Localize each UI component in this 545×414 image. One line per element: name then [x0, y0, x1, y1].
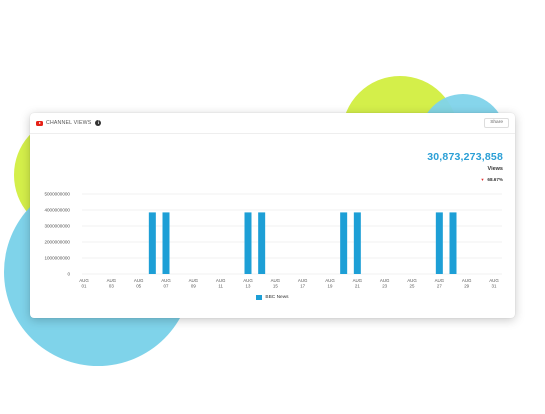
x-tick-label-month: AUG — [161, 278, 171, 283]
x-tick-label-month: AUG — [243, 278, 253, 283]
chart-bar — [162, 212, 170, 274]
x-tick-label-month: AUG — [380, 278, 390, 283]
chart-bar — [244, 212, 252, 274]
info-icon[interactable]: i — [95, 120, 102, 126]
card-title: CHANNEL VIEWS — [46, 120, 92, 126]
down-arrow-icon: ▼ — [480, 177, 485, 182]
x-tick-label-month: AUG — [462, 278, 472, 283]
x-tick-label-day: 01 — [82, 284, 87, 289]
chart-bar — [353, 212, 361, 274]
x-tick-label-month: AUG — [298, 278, 308, 283]
x-tick-label-day: 23 — [382, 284, 387, 289]
chart-bar — [258, 212, 266, 274]
x-tick-label-month: AUG — [271, 278, 281, 283]
x-tick-label-day: 25 — [410, 284, 415, 289]
share-button[interactable]: Share — [484, 118, 509, 128]
x-tick-label-month: AUG — [189, 278, 199, 283]
legend-swatch — [256, 295, 263, 300]
x-tick-label-day: 15 — [273, 284, 278, 289]
total-views-value: 30,873,273,858 — [427, 151, 503, 163]
views-change-value: 68.67% — [487, 177, 503, 182]
x-tick-label-month: AUG — [134, 278, 144, 283]
x-tick-label-day: 19 — [328, 284, 333, 289]
y-tick-label: 4000000000 — [44, 208, 70, 213]
views-bar-chart: 5000000000 4000000000 3000000000 2000000000… — [44, 192, 502, 289]
views-change: ▼ 68.67% — [427, 177, 503, 182]
x-tick-label-day: 09 — [191, 284, 196, 289]
x-tick-label-day: 11 — [218, 284, 223, 289]
total-views-label: Views — [487, 166, 504, 172]
x-tick-label-day: 29 — [464, 284, 469, 289]
x-tick-label-day: 13 — [246, 284, 251, 289]
y-tick-label: 0 — [67, 272, 70, 277]
views-summary: 30,873,273,858 Views ▼ 68.67% — [427, 151, 503, 182]
x-tick-label-day: 03 — [109, 284, 114, 289]
x-tick-label-month: AUG — [489, 278, 499, 283]
chart-legend[interactable]: BBC News — [30, 295, 515, 300]
x-tick-label-day: 07 — [164, 284, 169, 289]
x-tick-label-day: 17 — [300, 284, 305, 289]
card-header: CHANNEL VIEWS i — [30, 113, 515, 133]
header-divider — [30, 133, 515, 134]
chart-bar — [449, 212, 457, 274]
x-tick-label-month: AUG — [435, 278, 445, 283]
legend-label-series: BBC News — [265, 295, 289, 300]
y-tick-label: 5000000000 — [44, 192, 70, 197]
x-tick-label-month: AUG — [353, 278, 363, 283]
x-tick-label-month: AUG — [325, 278, 335, 283]
channel-views-card: CHANNEL VIEWS i Share 30,873,273,858 Vie… — [30, 113, 515, 318]
x-tick-label-month: AUG — [107, 278, 117, 283]
x-tick-label-day: 05 — [136, 284, 141, 289]
x-tick-label-day: 27 — [437, 284, 442, 289]
chart-bar — [435, 212, 443, 274]
x-tick-label-month: AUG — [216, 278, 226, 283]
x-tick-label-month: AUG — [407, 278, 417, 283]
chart-bar — [340, 212, 348, 274]
y-tick-label: 3000000000 — [44, 224, 70, 229]
youtube-icon — [36, 120, 43, 126]
chart-bar — [148, 212, 156, 274]
x-tick-label-day: 21 — [355, 284, 360, 289]
y-tick-label: 2000000000 — [44, 240, 70, 245]
x-tick-label-day: 31 — [492, 284, 497, 289]
x-tick-label-month: AUG — [79, 278, 89, 283]
y-tick-label: 1000000000 — [44, 256, 70, 261]
